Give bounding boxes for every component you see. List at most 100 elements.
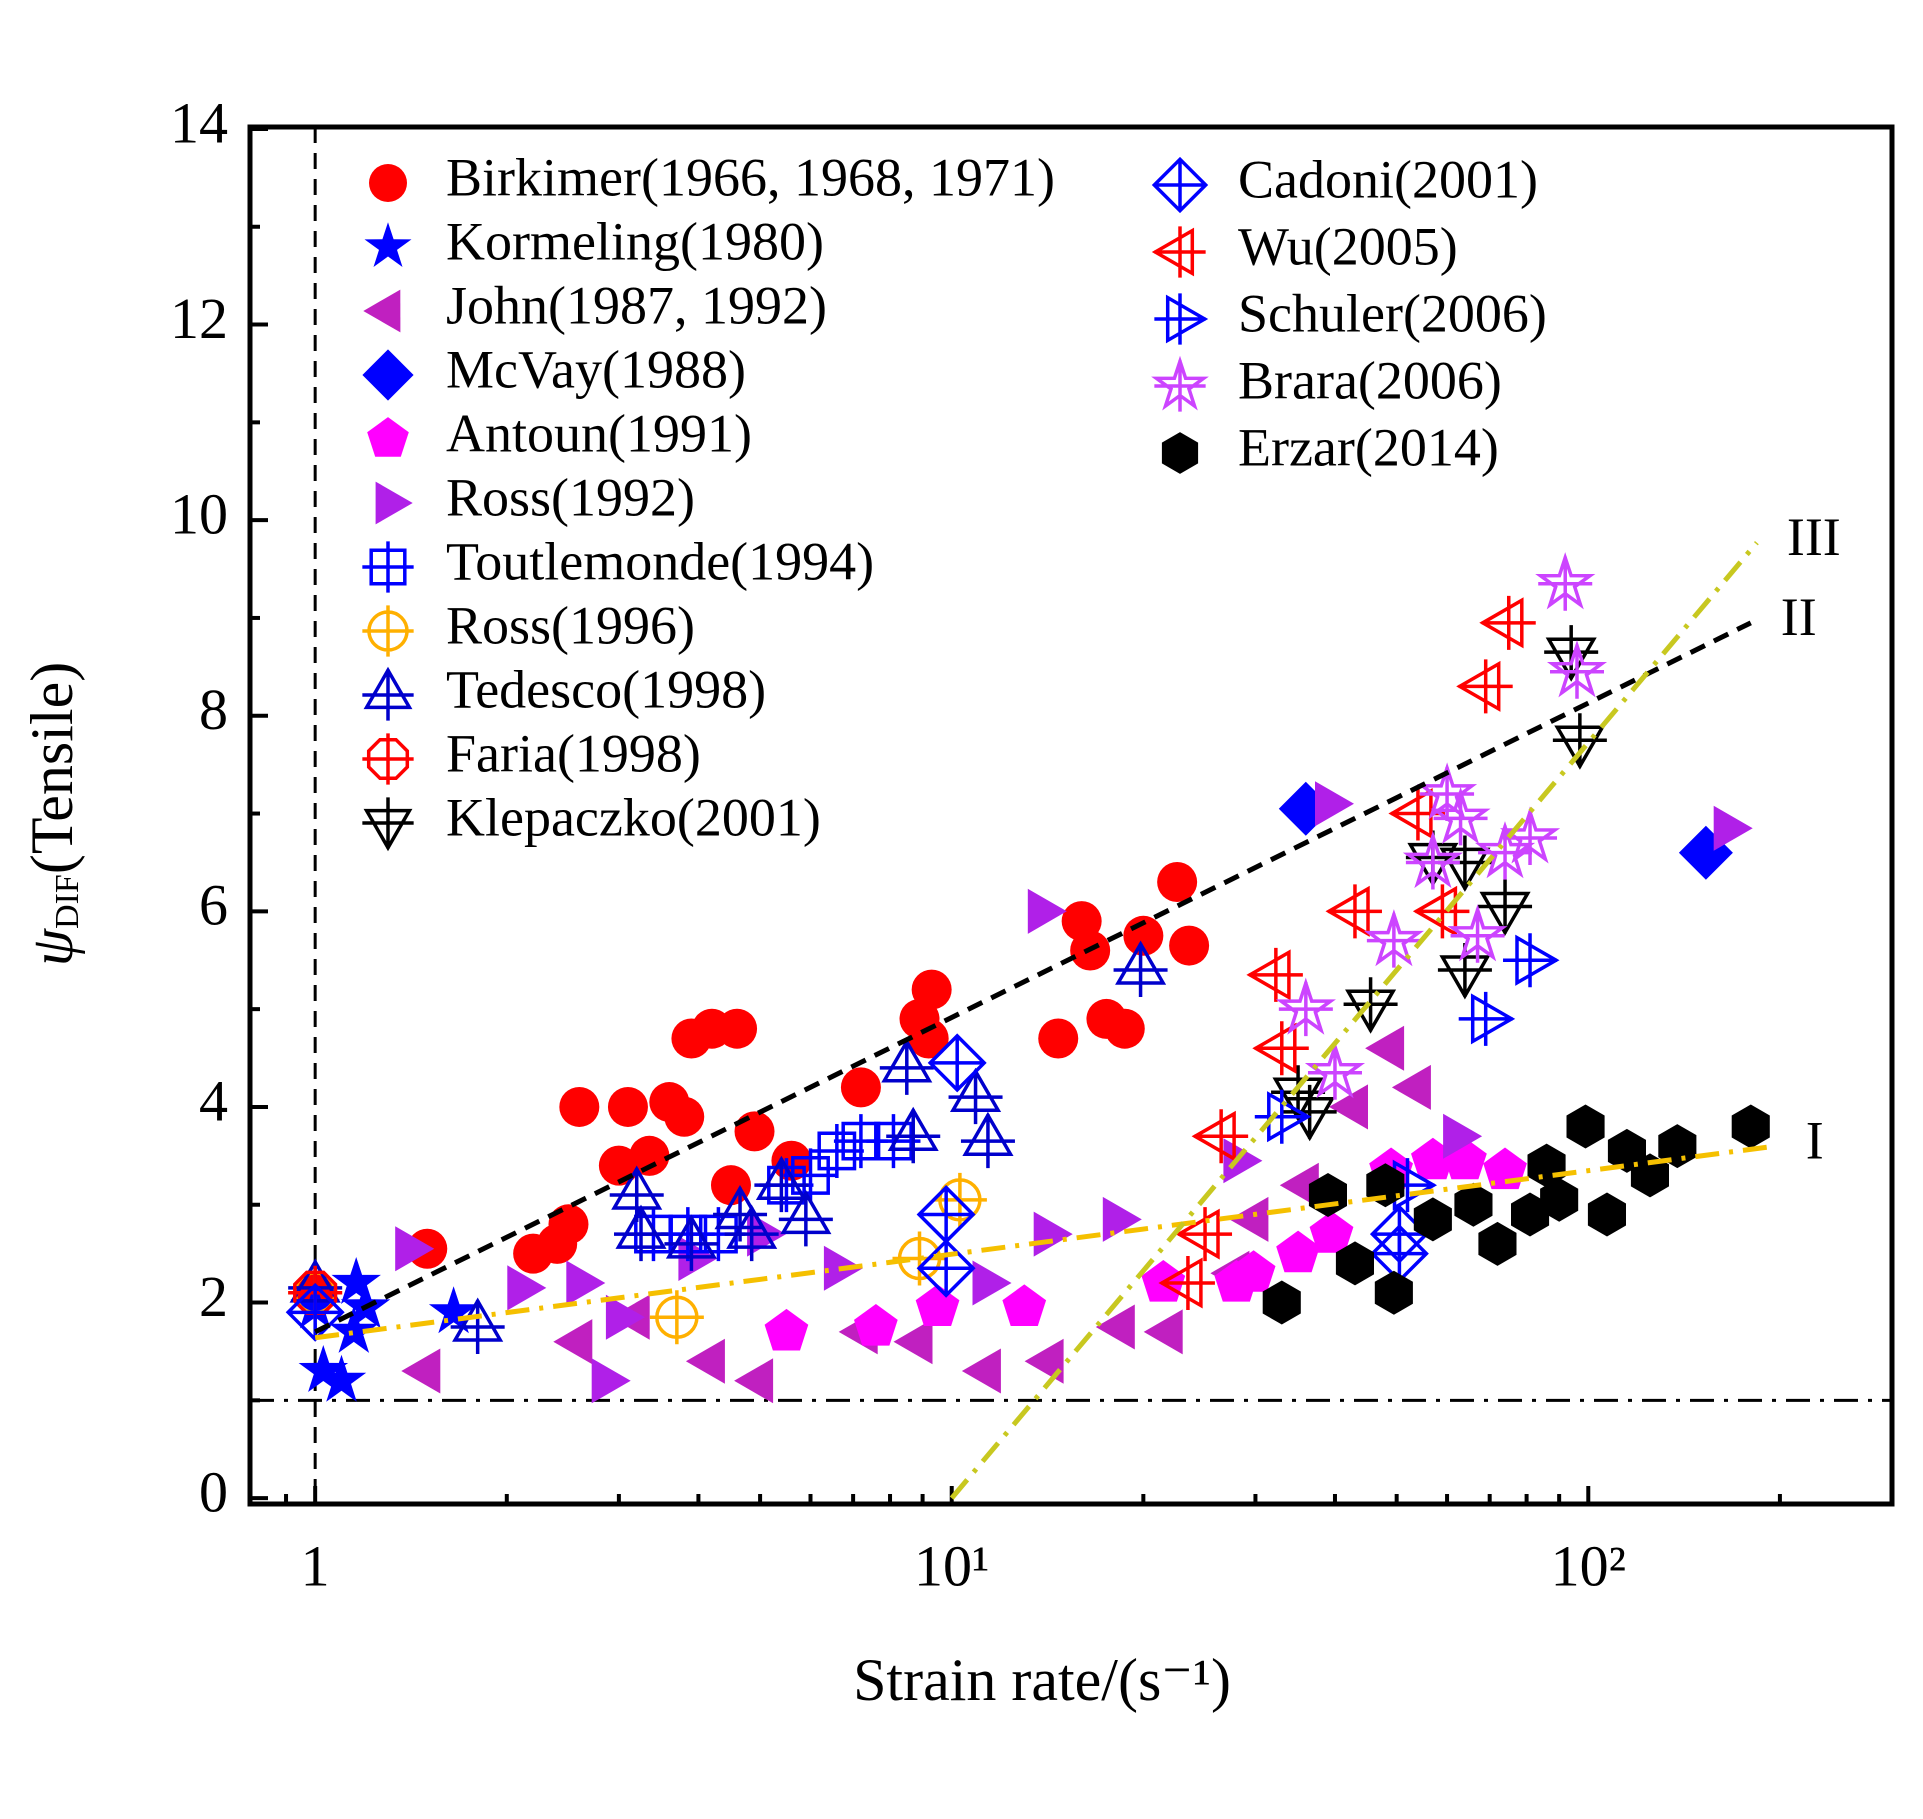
data-point (566, 1260, 606, 1306)
y-label-text: (Tensile) (19, 662, 85, 874)
legend-label: Ross(1992) (446, 467, 695, 527)
data-point (1458, 991, 1516, 1046)
data-point (664, 1214, 719, 1271)
data-point (893, 1319, 933, 1365)
legend-label: Toutlemonde(1994) (446, 531, 874, 591)
data-point (649, 1290, 704, 1345)
fit-line (949, 541, 1759, 1500)
legend-label: Wu(2005) (1238, 216, 1458, 276)
data-point (1456, 659, 1513, 714)
legend-marker (362, 797, 414, 852)
data-point (1402, 830, 1463, 890)
legend-label: Erzar(2014) (1238, 417, 1499, 477)
data-point (1447, 904, 1508, 963)
data-point (1478, 1221, 1517, 1266)
data-point (1002, 1284, 1047, 1326)
legend-label: Cadoni(2001) (1238, 149, 1538, 209)
legend-marker (367, 417, 409, 457)
data-point (879, 1038, 934, 1095)
data-point (401, 1348, 441, 1394)
legend-label: Antoun(1991) (446, 403, 752, 463)
data-point (1252, 1021, 1309, 1076)
x-tick-label: 10² (1551, 1533, 1626, 1598)
y-label-subscript: DIF (49, 874, 86, 929)
data-point (1713, 805, 1753, 851)
legend-label: Kormeling(1980) (446, 211, 824, 271)
data-point (316, 1354, 367, 1402)
data-point (1552, 713, 1607, 770)
data-point (1024, 1338, 1064, 1384)
data-point (1503, 933, 1560, 988)
data-point (754, 1155, 809, 1213)
legend-marker (363, 289, 401, 333)
data-point (614, 1204, 669, 1262)
data-point (1104, 1008, 1145, 1049)
data-point (734, 1358, 774, 1404)
data-point (734, 1111, 775, 1152)
y-tick-label: 14 (170, 90, 228, 155)
data-point (1479, 595, 1536, 650)
data-point (916, 1185, 976, 1244)
data-point (961, 1348, 1001, 1394)
data-point (1102, 1196, 1142, 1242)
data-point (764, 1308, 809, 1351)
legend-marker (375, 481, 413, 525)
data-point (1540, 1177, 1579, 1222)
data-point (1413, 1197, 1452, 1242)
data-point (1630, 1153, 1669, 1198)
data-point (395, 1226, 435, 1272)
legend-marker (369, 164, 407, 202)
data-point (1038, 1018, 1079, 1059)
y-tick-label: 0 (199, 1459, 228, 1524)
data-point (1430, 786, 1491, 846)
data-point (607, 1086, 648, 1127)
data-point (298, 1345, 349, 1392)
y-tick-label: 2 (199, 1264, 228, 1329)
data-point (1363, 909, 1424, 968)
data-point (1454, 1182, 1493, 1227)
data-point (1223, 1138, 1263, 1184)
data-point (886, 1106, 941, 1164)
y-label-symbol: ψ (19, 927, 85, 966)
data-point (972, 1260, 1012, 1306)
data-point (1443, 1113, 1483, 1159)
legend-marker (362, 605, 414, 657)
legend-label: Klepaczko(2001) (446, 787, 821, 847)
data-point (1478, 879, 1533, 936)
x-axis-label: Strain rate/(s⁻¹) (853, 1647, 1231, 1713)
legend-marker (1151, 156, 1209, 214)
data-point (1315, 781, 1354, 827)
fit-line (314, 620, 1752, 1335)
data-point (1412, 884, 1470, 939)
data-point (1275, 977, 1336, 1037)
data-point (1535, 552, 1596, 611)
x-tick-label: 1 (301, 1533, 330, 1598)
data-point (507, 1265, 547, 1311)
data-point (1566, 1104, 1605, 1149)
data-point (1231, 1250, 1276, 1292)
legend-label: McVay(1988) (446, 339, 746, 399)
data-point (1365, 1025, 1405, 1071)
data-point (553, 1319, 593, 1365)
data-point (1246, 947, 1303, 1002)
legend-marker (364, 222, 412, 267)
data-point (559, 1086, 600, 1127)
data-point (1658, 1124, 1697, 1169)
data-point (1304, 1041, 1366, 1100)
data-point (1325, 884, 1382, 939)
data-point (605, 1294, 645, 1340)
data-point (1095, 1304, 1135, 1350)
data-point (1262, 1280, 1301, 1325)
data-point (908, 1018, 949, 1059)
data-point (591, 1358, 631, 1404)
data-point (717, 1008, 758, 1049)
data-point (840, 1067, 881, 1108)
y-axis-label: ψDIF(Tensile) (19, 662, 86, 966)
legend-label: Brara(2006) (1238, 350, 1502, 410)
data-point (1175, 1207, 1233, 1262)
data-point (1483, 1147, 1527, 1190)
x-tick-label: 10¹ (914, 1533, 989, 1598)
data-point (854, 1304, 898, 1346)
data-point (1157, 862, 1198, 903)
